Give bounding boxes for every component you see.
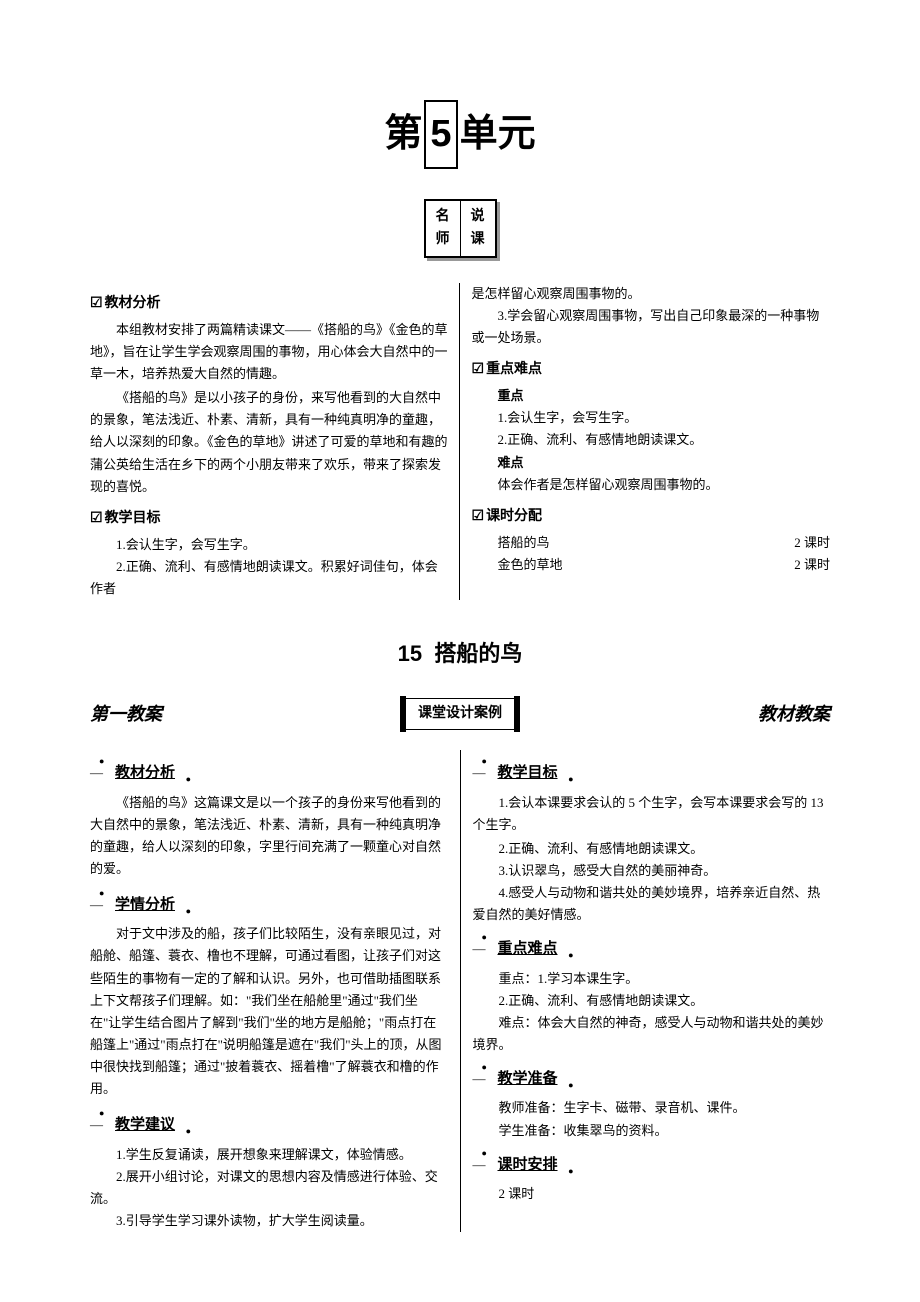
teacher-left-top: 名 — [436, 205, 450, 229]
key-difficult-header: 重点难点 — [472, 357, 831, 381]
goal-3: 3.学会留心观察周围事物，写出自己印象最深的一种事物或一处场景。 — [472, 305, 831, 349]
intro-right-column: 是怎样留心观察周围事物的。 3.学会留心观察周围事物，写出自己印象最深的一种事物… — [472, 283, 831, 600]
key-label: 重点 — [472, 385, 831, 407]
plan-section: 教材分析 《搭船的鸟》这篇课文是以一个孩子的身份来写他看到的大自然中的景象，笔法… — [90, 750, 830, 1232]
time-1-value: 2 课时 — [768, 532, 830, 554]
time-allocation-header: 课时分配 — [472, 504, 831, 528]
teaching-suggestion-header: 教学建议 — [101, 1112, 189, 1138]
intro-para-2: 《搭船的鸟》是以小孩子的身份，来写他看到的大自然中的景象，笔法浅近、朴素、清新，… — [90, 387, 449, 497]
key-2: 2.正确、流利、有感情地朗读课文。 — [472, 429, 831, 451]
diff-1: 体会作者是怎样留心观察周围事物的。 — [472, 474, 831, 496]
teacher-right-bottom: 课 — [471, 228, 485, 252]
goal-2: 2.正确、流利、有感情地朗读课文。积累好词佳句，体会作者 — [90, 556, 449, 600]
prep-student: 学生准备：收集翠鸟的资料。 — [473, 1120, 831, 1142]
plan-left-p1: 《搭船的鸟》这篇课文是以一个孩子的身份来写他看到的大自然中的景象，笔法浅近、朴素… — [90, 792, 448, 880]
suggestion-3: 3.引导学生学习课外读物，扩大学生阅读量。 — [90, 1210, 448, 1232]
suggestion-2: 2.展开小组讨论，对课文的思想内容及情感进行体验、交流。 — [90, 1166, 448, 1210]
time-arrangement-header: 课时安排 — [484, 1152, 572, 1178]
plan-goal-1: 1.会认本课要求会认的 5 个生字，会写本课要求会写的 13 个生字。 — [473, 792, 831, 836]
plan-material-analysis-header: 教材分析 — [101, 760, 189, 786]
teaching-prep-header: 教学准备 — [484, 1066, 572, 1092]
plan-time: 2 课时 — [473, 1183, 831, 1205]
unit-prefix: 第 — [384, 113, 422, 155]
key-1: 1.会认生字，会写生字。 — [472, 407, 831, 429]
lesson-header-row: 第一教案 课堂设计案例 教材教案 — [90, 697, 830, 730]
teacher-left-bottom: 师 — [436, 228, 450, 252]
teaching-goals-header: 教学目标 — [90, 506, 449, 530]
unit-number: 5 — [424, 100, 457, 169]
goal-1: 1.会认生字，会写生字。 — [90, 534, 449, 556]
prep-teacher: 教师准备：生字卡、磁带、录音机、课件。 — [473, 1097, 831, 1119]
plan-goal-4: 4.感受人与动物和谐共处的美妙境界，培养亲近自然、热爱自然的美好情感。 — [473, 882, 831, 926]
lesson-name: 搭船的鸟 — [434, 641, 522, 666]
design-case-label: 课堂设计案例 — [405, 698, 515, 730]
plan-goal-3: 3.认识翠鸟，感受大自然的美丽神奇。 — [473, 860, 831, 882]
plan-key-2: 2.正确、流利、有感情地朗读课文。 — [473, 990, 831, 1012]
first-plan-label: 第一教案 — [90, 699, 162, 730]
suggestion-1: 1.学生反复诵读，展开想象来理解课文，体验情感。 — [90, 1144, 448, 1166]
intro-para-1: 本组教材安排了两篇精读课文——《搭船的鸟》《金色的草地》，旨在让学生学会观察周围… — [90, 319, 449, 385]
intro-section: 教材分析 本组教材安排了两篇精读课文——《搭船的鸟》《金色的草地》，旨在让学生学… — [90, 283, 830, 600]
plan-key-difficult-header: 重点难点 — [484, 936, 572, 962]
intro-left-column: 教材分析 本组教材安排了两篇精读课文——《搭船的鸟》《金色的草地》，旨在让学生学… — [90, 283, 460, 600]
lesson-number: 15 — [398, 641, 422, 666]
plan-diff-1: 难点：体会大自然的神奇，感受人与动物和谐共处的美妙境界。 — [473, 1012, 831, 1056]
goal-2-cont: 是怎样留心观察周围事物的。 — [472, 283, 831, 305]
unit-title: 第5单元 — [90, 100, 830, 169]
plan-left-column: 教材分析 《搭船的鸟》这篇课文是以一个孩子的身份来写他看到的大自然中的景象，笔法… — [90, 750, 448, 1232]
time-row-1: 搭船的鸟 2 课时 — [472, 532, 831, 554]
diff-label: 难点 — [472, 452, 831, 474]
time-2-name: 金色的草地 — [472, 554, 563, 576]
student-analysis-header: 学情分析 — [101, 892, 189, 918]
material-analysis-header: 教材分析 — [90, 291, 449, 315]
plan-right-column: 教学目标 1.会认本课要求会认的 5 个生字，会写本课要求会写的 13 个生字。… — [473, 750, 831, 1232]
plan-divider — [460, 750, 461, 1232]
time-2-value: 2 课时 — [768, 554, 830, 576]
plan-left-p2: 对于文中涉及的船，孩子们比较陌生，没有亲眼见过，对船舱、船篷、蓑衣、橹也不理解，… — [90, 923, 448, 1100]
teacher-talk-box: 名 师 说 课 — [90, 199, 830, 259]
plan-teaching-goals-header: 教学目标 — [484, 760, 572, 786]
unit-suffix: 单元 — [460, 113, 536, 155]
lesson-title: 15 搭船的鸟 — [90, 635, 830, 672]
plan-key-1: 重点：1.学习本课生字。 — [473, 968, 831, 990]
material-plan-label: 教材教案 — [758, 699, 830, 730]
time-1-name: 搭船的鸟 — [472, 532, 550, 554]
time-row-2: 金色的草地 2 课时 — [472, 554, 831, 576]
teacher-right-top: 说 — [471, 205, 485, 229]
plan-goal-2: 2.正确、流利、有感情地朗读课文。 — [473, 838, 831, 860]
